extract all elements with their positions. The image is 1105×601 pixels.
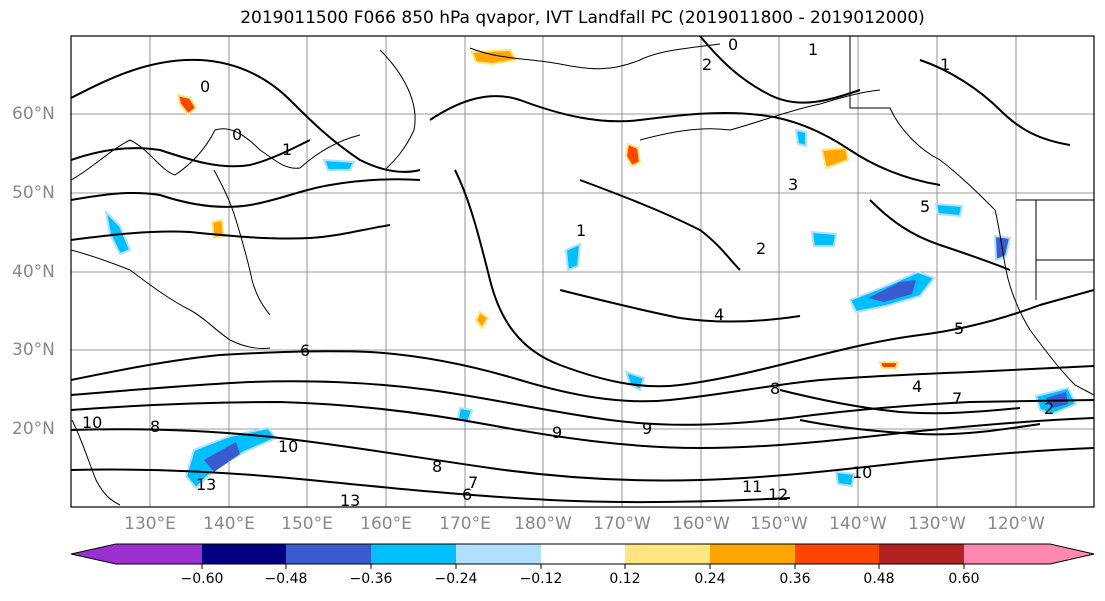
lon-label: 150°E [281,514,333,534]
contour-label: 1 [282,140,292,159]
contour-label: 9 [642,419,652,438]
contour-label: 13 [196,475,216,494]
lon-label: 140°E [203,514,255,534]
lon-label: 160°W [672,514,730,534]
lon-label: 130°E [124,514,176,534]
contour-label: 12 [768,485,788,504]
colorbar-ticks [201,564,965,569]
contour-label: 8 [432,457,442,476]
contour-label: 1 [808,40,818,59]
colorbar-cell [964,544,1050,564]
contour-label: 5 [954,319,964,338]
colorbar [70,543,1095,569]
colorbar-cell [116,544,202,564]
colorbar-cell [1050,544,1094,564]
contour-label: 0 [728,35,738,54]
colorbar-cell [625,544,710,564]
contour-labels: 0 1 0 1 2 1 0 3 5 1 2 4 5 6 8 9 7 10 8 1… [82,35,1054,510]
contour-label: 0 [200,77,210,96]
lat-label: 50°N [12,183,55,203]
colorbar-cell [541,544,625,564]
colorbar-tick-label: −0.48 [264,571,308,587]
contour-label: 10 [278,437,298,456]
lon-label: 170°E [439,514,491,534]
colorbar-cell [202,544,286,564]
colorbar-tick-label: −0.24 [434,571,478,587]
colorbar-tick-label: −0.60 [180,571,224,587]
contour-label: 6 [300,341,310,360]
contour-label: 10 [852,463,872,482]
colorbar-tick-label: 0.36 [779,571,811,587]
colorbar-cell [879,544,964,564]
contour-label: 5 [920,197,930,216]
contour-label: 9 [552,423,562,442]
contour-label: 8 [150,417,160,436]
lat-label: 40°N [12,262,55,282]
colorbar-cell [286,544,371,564]
lon-label: 180°W [514,514,572,534]
map-frame [70,35,1095,508]
lat-label: 30°N [12,340,55,360]
colorbar-cell [371,544,456,564]
contour-label: 2 [756,239,766,258]
contour-label: 1 [940,55,950,74]
colorbar-tick-label: −0.12 [519,571,563,587]
colorbar-tick-label: −0.36 [349,571,393,587]
lon-label: 140°W [829,514,887,534]
contour-label: 1 [576,221,586,240]
colorbar-cell [456,544,541,564]
colorbar-tick-label: 0.12 [609,571,641,587]
colorbar-cell [795,544,879,564]
colorbar-cell [71,544,116,564]
map-area: 0 1 0 1 2 1 0 3 5 1 2 4 5 6 8 9 7 10 8 1… [71,35,1094,510]
contour-label: 10 [82,413,102,432]
contour-label: 4 [912,377,922,396]
colorbar-cell [710,544,795,564]
contour-label: 8 [770,379,780,398]
contour-label: 13 [340,491,360,510]
contour-label: 7 [952,389,962,408]
contours [71,36,1094,504]
lat-label: 20°N [12,419,55,439]
contour-label: 4 [714,305,724,324]
lon-label: 160°E [360,514,412,534]
contour-label: 2 [702,55,712,74]
contour-label: 7 [468,473,478,492]
colorbar-tick-label: 0.24 [694,571,726,587]
map-title: 2019011500 F066 850 hPa qvapor, IVT Land… [240,8,925,28]
contour-label: 11 [742,477,762,496]
contour-label: 6 [462,485,472,504]
contour-label: 2 [1044,399,1054,418]
lon-label: 130°W [908,514,966,534]
contour-label: 0 [232,125,242,144]
colorbar-outline [70,543,1095,565]
lon-label: 120°W [987,514,1045,534]
colorbar-tick-label: 0.60 [948,571,980,587]
lat-label: 60°N [12,104,55,124]
colorbar-tick-label: 0.48 [863,571,895,587]
coastlines [71,36,1094,507]
lon-label: 150°W [750,514,808,534]
lon-label: 170°W [593,514,651,534]
contour-label: 3 [788,175,798,194]
